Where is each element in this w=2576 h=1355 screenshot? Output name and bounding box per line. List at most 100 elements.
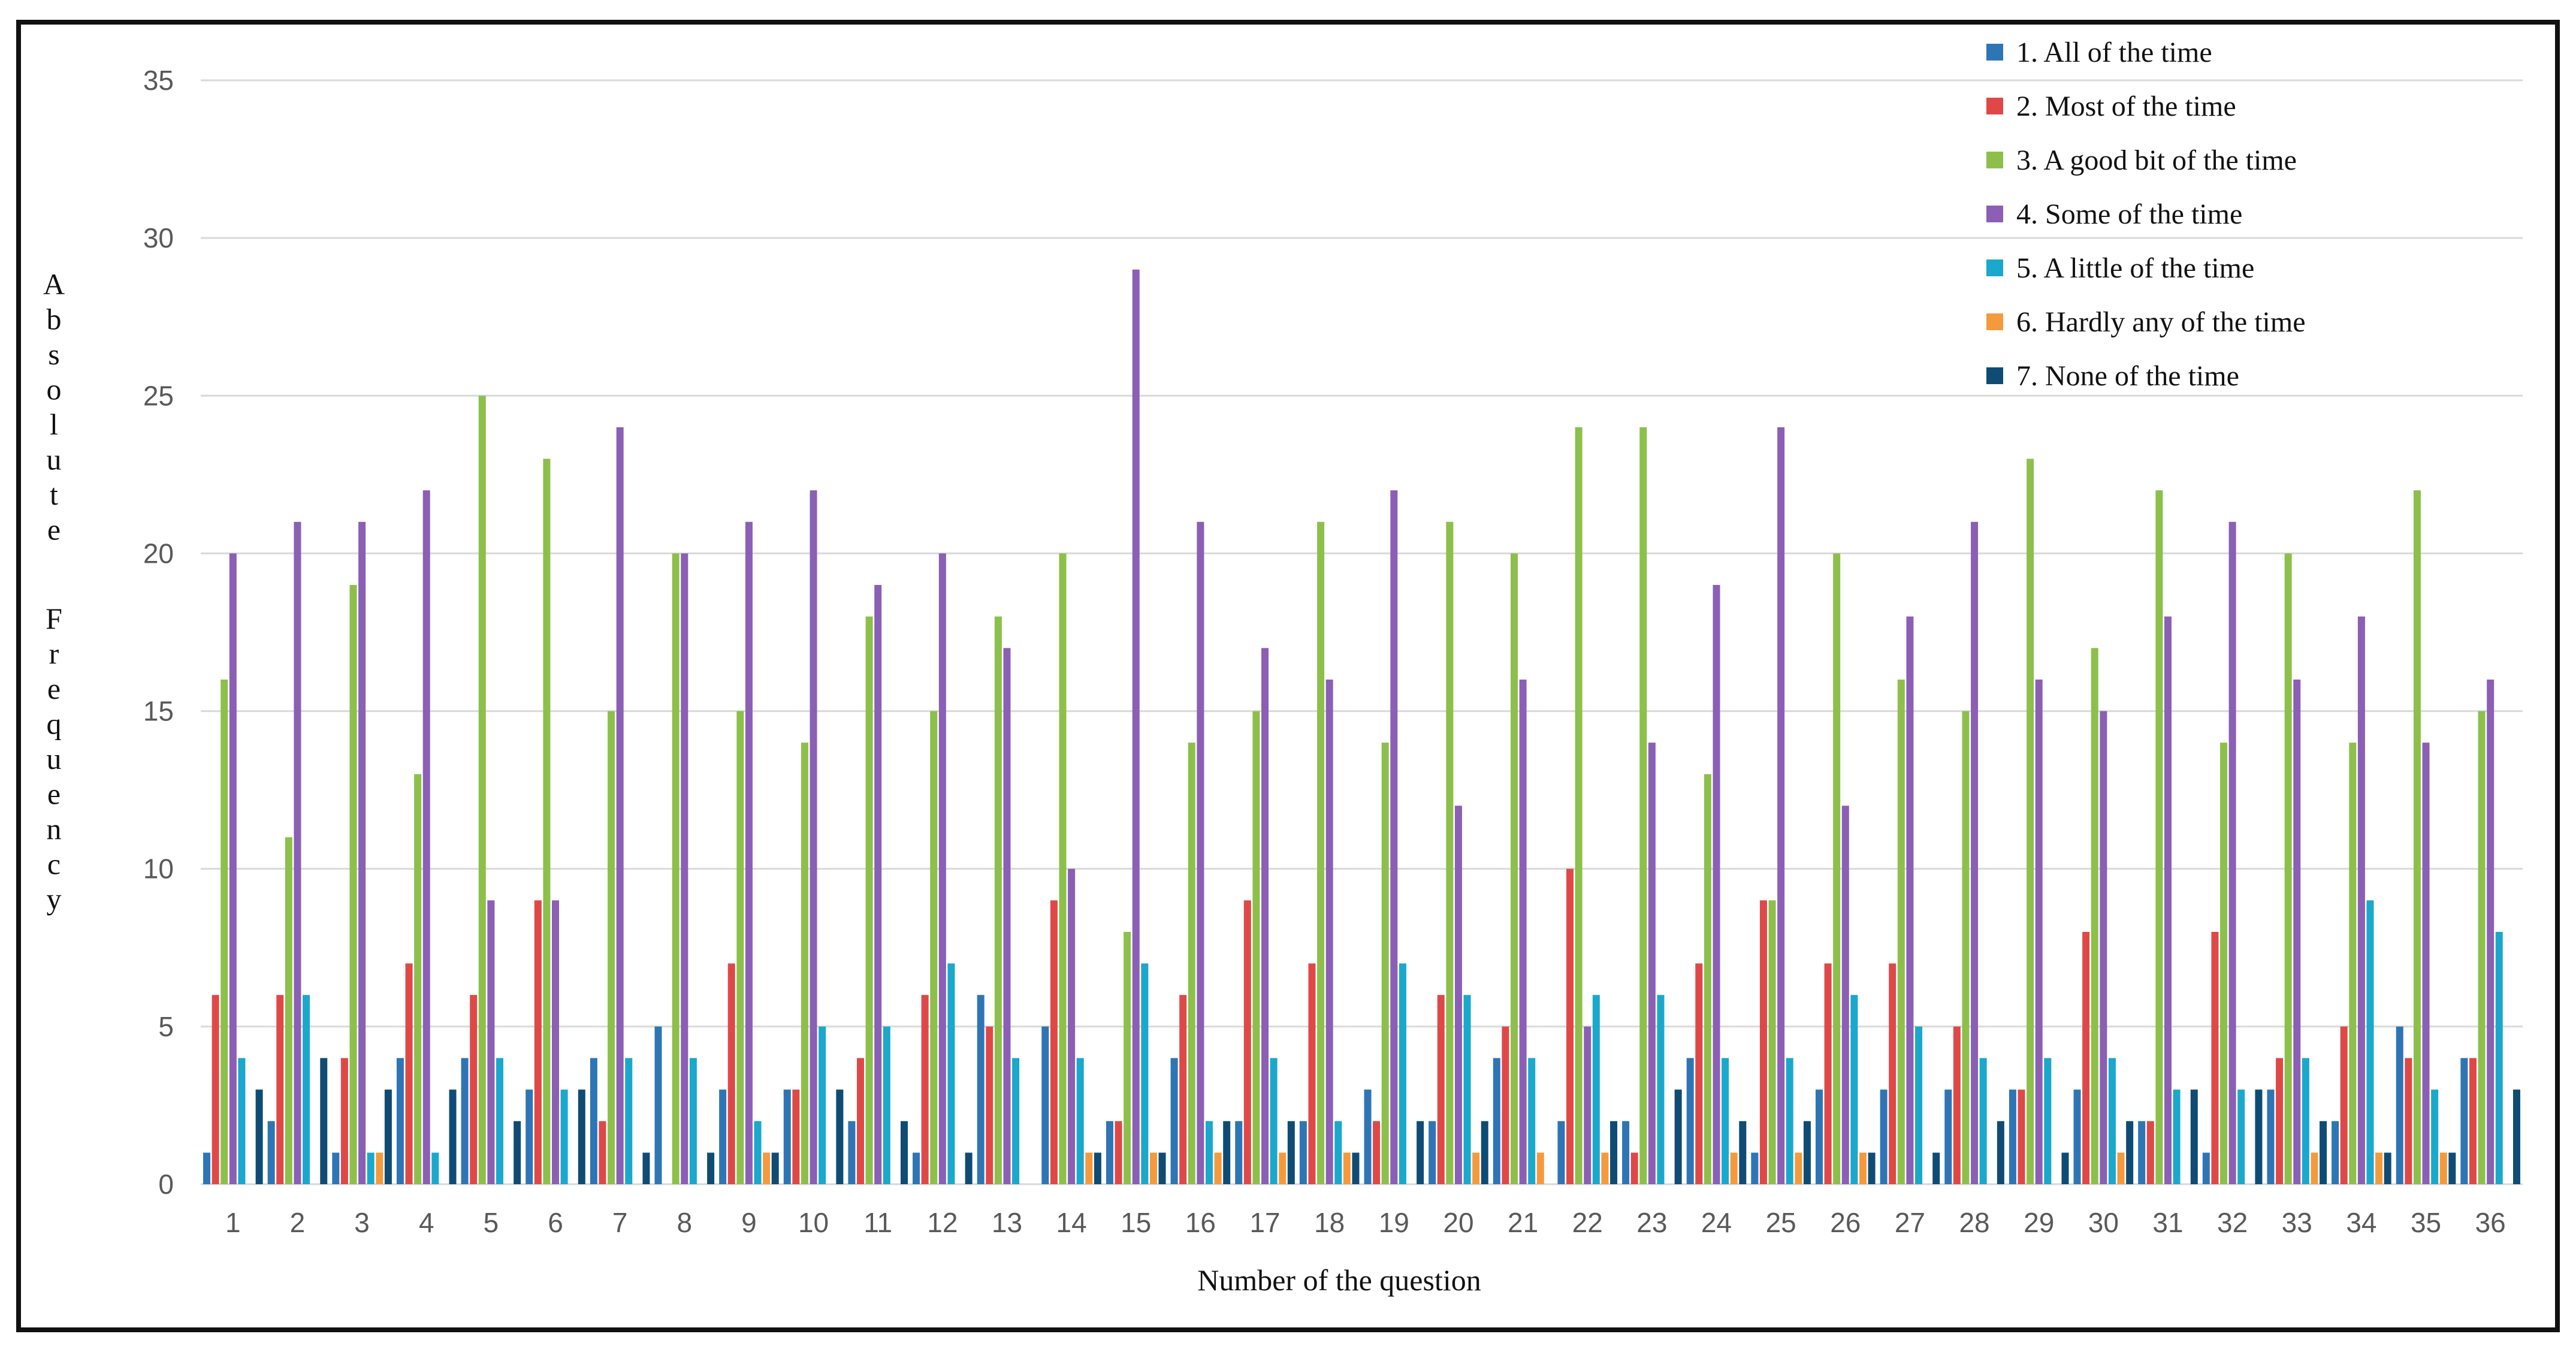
- bar: [783, 1090, 791, 1184]
- bar: [2340, 1026, 2348, 1184]
- bar: [2478, 711, 2486, 1184]
- bar: [2284, 553, 2292, 1184]
- bar: [1235, 1121, 1243, 1184]
- bar: [2100, 711, 2107, 1184]
- bar: [1132, 269, 1140, 1184]
- legend-entry: 7. None of the time: [2016, 360, 2239, 392]
- bar: [1566, 868, 1574, 1184]
- bar: [2276, 1058, 2284, 1184]
- bar: [901, 1121, 908, 1184]
- x-tick-label: 26: [1830, 1207, 1861, 1238]
- bar: [1897, 679, 1905, 1184]
- x-tick-label: 9: [741, 1207, 757, 1238]
- x-axis-title: Number of the question: [1197, 1263, 1481, 1297]
- bar: [707, 1152, 715, 1184]
- bar: [1106, 1121, 1113, 1184]
- bar: [1824, 963, 1832, 1184]
- bar: [1759, 900, 1767, 1184]
- bar: [2009, 1090, 2016, 1184]
- bar: [1085, 1152, 1093, 1184]
- bar: [1390, 490, 1398, 1185]
- y-tick-label: 15: [143, 696, 174, 727]
- x-tick-label: 28: [1959, 1207, 1989, 1238]
- bar: [1373, 1121, 1381, 1184]
- bar: [2018, 1090, 2025, 1184]
- bar: [367, 1152, 375, 1184]
- x-tick-label: 27: [1895, 1207, 1925, 1238]
- bar: [2495, 931, 2503, 1184]
- bar: [1768, 900, 1776, 1184]
- bar: [534, 900, 542, 1184]
- bar: [857, 1058, 865, 1184]
- x-tick-label: 29: [2024, 1207, 2054, 1238]
- bar: [1584, 1026, 1591, 1184]
- x-tick-label: 32: [2217, 1207, 2248, 1238]
- bar: [1971, 521, 1979, 1184]
- bar: [1481, 1121, 1488, 1184]
- bar: [1299, 1121, 1307, 1184]
- x-tick-label: 15: [1121, 1207, 1151, 1238]
- bar: [1124, 931, 1131, 1184]
- bar: [1657, 995, 1665, 1184]
- bar: [1454, 805, 1462, 1184]
- bar: [1493, 1058, 1500, 1184]
- bar: [1308, 963, 1316, 1184]
- bar: [883, 1026, 890, 1184]
- bar: [865, 616, 873, 1184]
- x-tick-label: 34: [2346, 1207, 2376, 1238]
- bar: [2460, 1058, 2468, 1184]
- bar: [2439, 1152, 2447, 1184]
- x-tick-label: 4: [419, 1207, 434, 1238]
- x-tick-label: 20: [1443, 1207, 1473, 1238]
- bar: [1739, 1121, 1747, 1184]
- bar: [1953, 1026, 1961, 1184]
- bar: [1695, 963, 1703, 1184]
- x-tick-label: 21: [1508, 1207, 1538, 1238]
- x-tick-label: 18: [1314, 1207, 1345, 1238]
- legend-swatch: [1986, 152, 2003, 168]
- bar: [2366, 900, 2374, 1184]
- bar: [1932, 1152, 1940, 1184]
- bar: [1437, 995, 1445, 1184]
- bar: [1050, 900, 1058, 1184]
- legend-swatch: [1986, 313, 2003, 330]
- bar: [2405, 1058, 2412, 1184]
- bar: [1915, 1026, 1923, 1184]
- bar: [1364, 1090, 1372, 1184]
- legend-swatch: [1986, 98, 2003, 114]
- bar: [930, 711, 938, 1184]
- x-tick-label: 1: [225, 1207, 241, 1238]
- bar: [1206, 1121, 1213, 1184]
- bar: [1944, 1090, 1952, 1184]
- chart-frame: 0 5 10 15 20 25 30 35 1 2 3 4 5 6 7 8 9 10 11 12 13 14 15 16 17…: [16, 20, 2560, 1332]
- bar: [384, 1090, 392, 1184]
- x-tick-label: 11: [863, 1207, 892, 1238]
- bar: [303, 995, 310, 1184]
- bar: [2293, 679, 2301, 1184]
- bar: [1557, 1121, 1565, 1184]
- bar: [810, 490, 817, 1185]
- bar: [2211, 931, 2219, 1184]
- x-tick-label: 16: [1185, 1207, 1216, 1238]
- bar: [1601, 1152, 1609, 1184]
- bar: [754, 1121, 762, 1184]
- bar: [1906, 616, 1914, 1184]
- x-tick-label: 5: [484, 1207, 499, 1238]
- bar: [396, 1058, 404, 1184]
- bar: [1786, 1058, 1793, 1184]
- x-tick-label: 23: [1636, 1207, 1667, 1238]
- bar: [543, 458, 551, 1184]
- bar: [1381, 743, 1389, 1184]
- bar: [2448, 1152, 2456, 1184]
- bar: [2396, 1026, 2403, 1184]
- bar: [1510, 553, 1518, 1184]
- bar: [2138, 1121, 2146, 1184]
- bar: [1463, 995, 1471, 1184]
- bar: [449, 1090, 457, 1184]
- x-tick-label: 30: [2088, 1207, 2119, 1238]
- bar: [2173, 1090, 2181, 1184]
- bar: [2311, 1152, 2318, 1184]
- bar: [1610, 1121, 1618, 1184]
- bar: [1997, 1121, 2004, 1184]
- x-tick-label: 3: [354, 1207, 370, 1238]
